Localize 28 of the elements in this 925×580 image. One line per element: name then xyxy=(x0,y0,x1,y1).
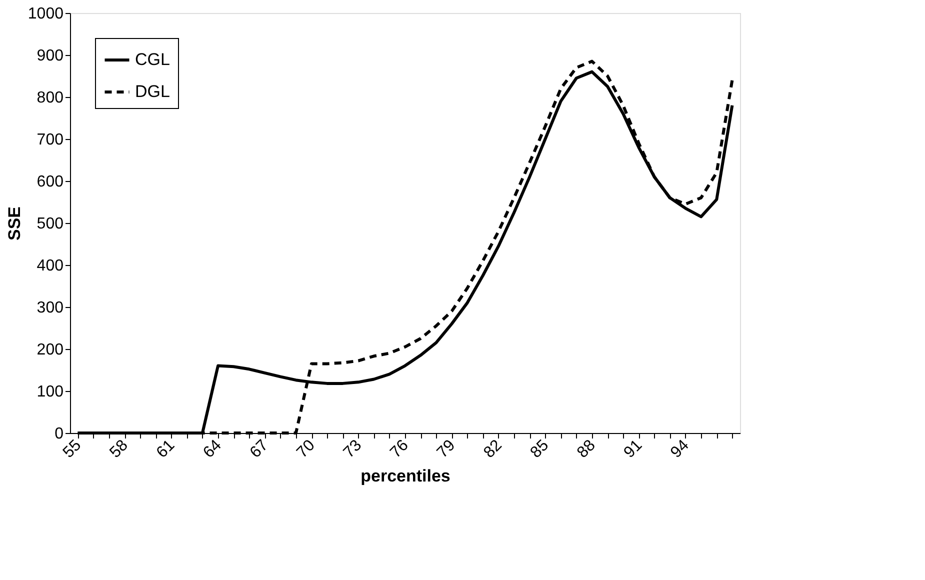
y-tick-label: 200 xyxy=(36,342,64,358)
y-tick-label: 500 xyxy=(36,216,64,232)
y-tick-label: 700 xyxy=(36,132,64,148)
y-tick-label: 900 xyxy=(36,48,64,64)
y-tick-label: 800 xyxy=(36,90,64,106)
y-tick-label: 400 xyxy=(36,258,64,274)
x-tick-label: 88 xyxy=(574,436,599,462)
x-axis-title: percentiles xyxy=(360,466,450,486)
y-tick-label: 0 xyxy=(54,426,64,442)
x-tick-label: 82 xyxy=(480,436,506,462)
y-tick-label: 300 xyxy=(36,300,64,316)
y-tick-label: 600 xyxy=(36,174,64,190)
x-tick-label: 58 xyxy=(106,436,132,462)
x-tick-label: 70 xyxy=(294,436,318,462)
x-tick-label: 76 xyxy=(387,436,412,462)
x-tick-label: 94 xyxy=(668,436,692,462)
x-tick-label: 64 xyxy=(200,436,225,462)
y-tick-label: 100 xyxy=(36,384,64,400)
y-tick-label: 1000 xyxy=(28,6,64,22)
x-tick-label: 67 xyxy=(247,436,272,462)
legend-label: DGL xyxy=(135,82,170,101)
y-axis-title: SSE xyxy=(4,206,24,241)
x-tick-label: 91 xyxy=(620,436,646,462)
x-tick-label: 79 xyxy=(434,436,459,462)
x-tick-label: 73 xyxy=(340,436,366,462)
legend-label: CGL xyxy=(135,50,170,69)
x-tick-label: 85 xyxy=(527,436,552,462)
x-tick-label: 61 xyxy=(154,436,178,462)
